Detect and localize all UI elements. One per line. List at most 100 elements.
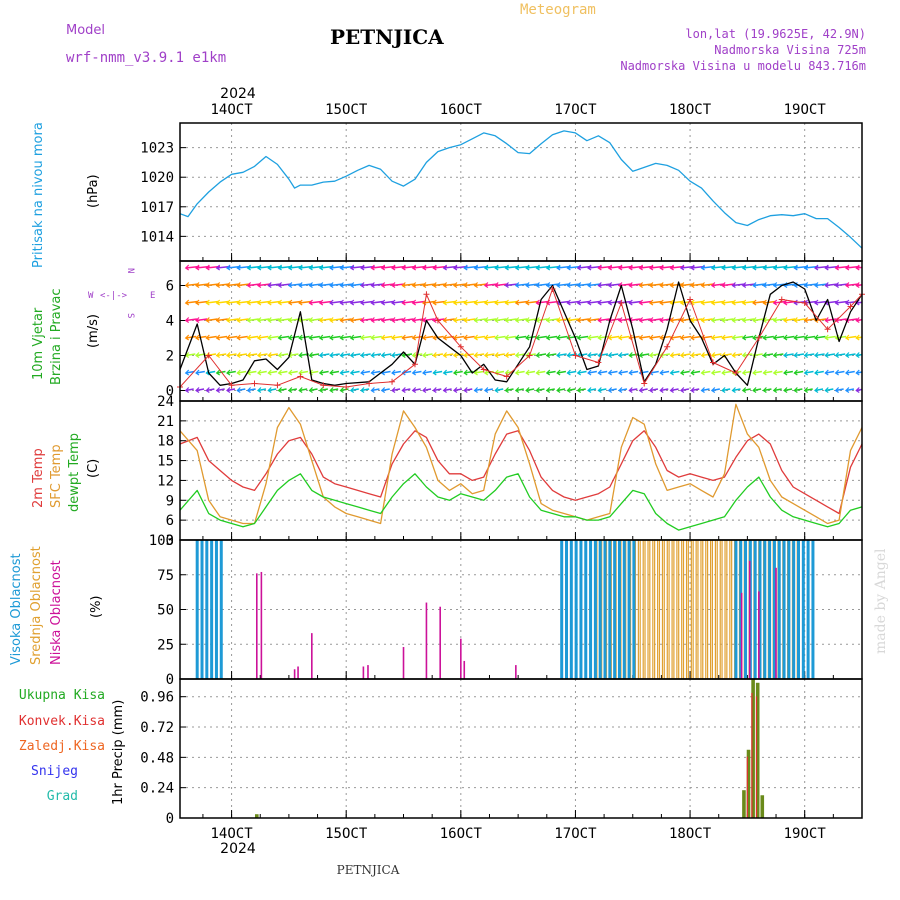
- wind-arrow: [381, 300, 394, 304]
- y-tick-label: 100: [149, 533, 174, 549]
- cloud-ylabel-low: Niska Oblacnost: [49, 560, 64, 665]
- wind-arrowhead: [679, 282, 685, 288]
- wind-arrow: [288, 283, 302, 287]
- high-cloud-bar: [753, 540, 757, 679]
- wind-arrowhead: [669, 282, 675, 288]
- wind-arrowhead: [308, 334, 313, 341]
- wind-arrow: [546, 370, 556, 374]
- wind-arrowhead: [370, 317, 375, 323]
- wind-arrowhead: [236, 334, 241, 341]
- wind-arrow: [226, 353, 237, 357]
- wind-arrowhead: [494, 387, 499, 393]
- wind-arrow: [278, 300, 291, 304]
- wind-arrow: [505, 388, 514, 392]
- wind-arrowhead: [184, 369, 190, 376]
- wind-arrowhead: [855, 282, 860, 288]
- wind-arrowhead: [483, 282, 489, 288]
- wind-arrowhead: [649, 317, 654, 323]
- wind-arrowhead: [257, 299, 262, 306]
- wind-arrowhead: [690, 387, 695, 393]
- high-cloud-bar: [763, 540, 767, 679]
- wind-arrowhead: [298, 387, 303, 393]
- wind-arrow: [608, 335, 620, 339]
- wind-arrow: [381, 318, 394, 322]
- wind-arrowhead: [514, 369, 520, 376]
- wind-arrowhead: [257, 264, 262, 271]
- wind-arrowhead: [205, 264, 210, 271]
- wind-arrowhead: [814, 299, 819, 306]
- wind-arrowhead: [762, 282, 767, 288]
- wind-arrowhead: [391, 334, 396, 341]
- pressure-ylabel: Pritisak na nivou mora: [31, 122, 46, 268]
- wind-arrow: [856, 388, 862, 392]
- wind-arrow: [814, 283, 828, 287]
- wind-arrowhead: [494, 352, 499, 358]
- wind-arrowhead: [504, 369, 509, 376]
- wind-arrowhead: [308, 387, 313, 393]
- wind-arrow: [195, 388, 205, 392]
- wind-arrowhead: [679, 387, 685, 393]
- wind-arrowhead: [215, 369, 221, 376]
- wind-arrowhead: [803, 387, 809, 393]
- y-tick-label: 4: [166, 314, 174, 330]
- wind-arrowhead: [370, 387, 375, 393]
- elevation-label: Nadmorska Visina 725m: [714, 43, 866, 57]
- wind-arrow: [763, 335, 774, 339]
- wind-arrow: [206, 318, 218, 322]
- wind-arrow: [185, 388, 194, 392]
- wind-arrowhead: [814, 282, 819, 288]
- wind-arrowhead: [370, 282, 375, 288]
- wind-arrow: [237, 318, 249, 322]
- wind-arrowhead: [535, 264, 540, 271]
- high-cloud-bar: [574, 540, 578, 679]
- wind-arrowhead: [587, 299, 592, 306]
- wind-arrowhead: [360, 387, 365, 393]
- wind-arrowhead: [638, 264, 644, 271]
- wind-arrow: [845, 370, 855, 374]
- footer-station: PETNJICA: [337, 863, 400, 877]
- wind-arrow: [752, 388, 762, 392]
- precip-axis-labels: Ukupna Kisa Konvek.Kisa Zaledj.Kisa Snij…: [19, 688, 126, 805]
- wind-arrow: [350, 283, 364, 287]
- wind-arrowhead: [638, 387, 644, 393]
- wind-arrow: [639, 388, 648, 392]
- wind-arrowhead: [432, 369, 437, 376]
- wind-arrowhead: [401, 317, 406, 323]
- high-cloud-bar: [560, 540, 564, 679]
- wind-arrowhead: [556, 334, 561, 341]
- wind-arrowhead: [329, 352, 334, 358]
- wind-arrow: [340, 388, 349, 392]
- wind-arrowhead: [277, 352, 282, 358]
- wind-arrowhead: [360, 352, 365, 358]
- wind-arrow: [732, 388, 741, 392]
- low-cloud-bar: [460, 638, 462, 679]
- wind-arrowhead: [731, 317, 736, 323]
- wind-barbs: [184, 264, 862, 393]
- y-tick-label: 75: [157, 568, 174, 584]
- wind-arrow: [278, 353, 289, 357]
- wind-arrowhead: [762, 299, 767, 306]
- wind-arrowhead: [298, 352, 303, 358]
- wind-arrowhead: [473, 369, 479, 376]
- high-cloud-bar: [777, 540, 781, 679]
- low-cloud-bar: [463, 660, 466, 679]
- wind-arrowhead: [845, 387, 850, 393]
- wind-arrowhead: [411, 352, 417, 358]
- wind-arrow: [216, 318, 228, 322]
- wind-arrow: [268, 300, 281, 304]
- wind-arrow: [794, 335, 805, 339]
- wind-arrowhead: [576, 334, 582, 341]
- wind-arrow: [299, 300, 312, 304]
- wind-arrowhead: [453, 352, 458, 358]
- wind-arrow: [422, 370, 432, 374]
- mid-cloud-bar: [697, 539, 702, 680]
- wind-arrow: [257, 353, 268, 357]
- wind-arrowhead: [287, 282, 293, 288]
- wind-arrow: [608, 388, 617, 392]
- wind-arrow: [577, 370, 587, 374]
- wind-arrow: [587, 283, 601, 287]
- wind-panel: [177, 261, 865, 401]
- wind-arrow: [608, 300, 621, 304]
- x-tick-label-top: 15OCT: [325, 102, 368, 118]
- wind-arrow: [340, 300, 353, 304]
